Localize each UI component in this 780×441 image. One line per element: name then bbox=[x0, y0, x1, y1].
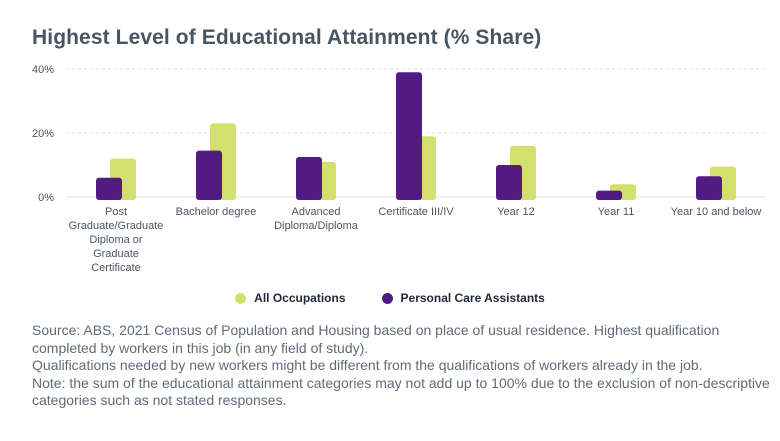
source-line: Source: ABS, 2021 Census of Population a… bbox=[32, 322, 720, 356]
qualification-note: Qualifications needed by new workers mig… bbox=[32, 357, 703, 373]
bar-personal-care-assistants bbox=[196, 150, 222, 200]
x-tick-label-line: Certificate III/IV bbox=[378, 206, 454, 218]
legend-label-personal-care-assistants: Personal Care Assistants bbox=[400, 291, 545, 305]
x-tick-label-line: Graduate bbox=[93, 248, 139, 260]
legend-item-personal-care-assistants[interactable]: Personal Care Assistants bbox=[381, 291, 545, 305]
bar-personal-care-assistants bbox=[696, 176, 722, 200]
x-tick-label: Post Graduate/Graduate Diploma or Graduate C… bbox=[69, 206, 164, 274]
bar-personal-care-assistants bbox=[296, 157, 322, 200]
bar-personal-care-assistants bbox=[596, 190, 622, 200]
legend-item-all-occupations[interactable]: All Occupations bbox=[235, 291, 346, 305]
bar-chart: 0% 20% 40% Post Graduate/Graduate Diploma or G… bbox=[32, 64, 766, 274]
bar-personal-care-assistants bbox=[96, 177, 122, 200]
x-tick-label-line: Year 12 bbox=[497, 206, 535, 218]
x-tick-label: Advanced Diploma/Diploma bbox=[274, 206, 359, 232]
legend-label-all-occupations: All Occupations bbox=[254, 291, 346, 305]
x-tick-label: Year 10 and below bbox=[671, 206, 762, 218]
y-tick-label: 0% bbox=[38, 192, 54, 204]
x-tick-label-line: Diploma or bbox=[89, 234, 143, 246]
sum-note: Note: the sum of the educational attainm… bbox=[32, 374, 770, 409]
legend-swatch-personal-care-assistants bbox=[381, 292, 393, 304]
x-tick-label: Year 11 bbox=[598, 206, 635, 218]
bar-personal-care-assistants bbox=[496, 165, 522, 200]
chart-title: Highest Level of Educational Attainment … bbox=[32, 26, 542, 49]
legend-swatch-all-occupations bbox=[235, 292, 247, 304]
bar-personal-care-assistants bbox=[396, 72, 422, 200]
x-tick-label-line: Certificate bbox=[91, 262, 141, 274]
x-tick-label-line: Graduate/Graduate bbox=[69, 220, 164, 232]
x-tick-label: Certificate III/IV bbox=[378, 206, 454, 218]
x-tick-label-line: Year 10 and below bbox=[671, 206, 762, 218]
x-tick-label-line: Advanced bbox=[292, 206, 341, 218]
x-tick-label-line: Post bbox=[105, 206, 127, 218]
y-tick-label: 40% bbox=[32, 64, 54, 76]
chart-legend: All Occupations Personal Care Assistants bbox=[0, 291, 780, 305]
x-tick-label-line: Bachelor degree bbox=[176, 206, 257, 218]
x-tick-label: Year 12 bbox=[497, 206, 535, 218]
y-tick-label: 20% bbox=[32, 128, 54, 140]
x-tick-label-line: Diploma/Diploma bbox=[274, 220, 359, 232]
x-tick-label: Bachelor degree bbox=[176, 206, 257, 218]
source-note: Source: ABS, 2021 Census of Population a… bbox=[32, 322, 772, 410]
x-tick-label-line: Year 11 bbox=[598, 206, 635, 218]
